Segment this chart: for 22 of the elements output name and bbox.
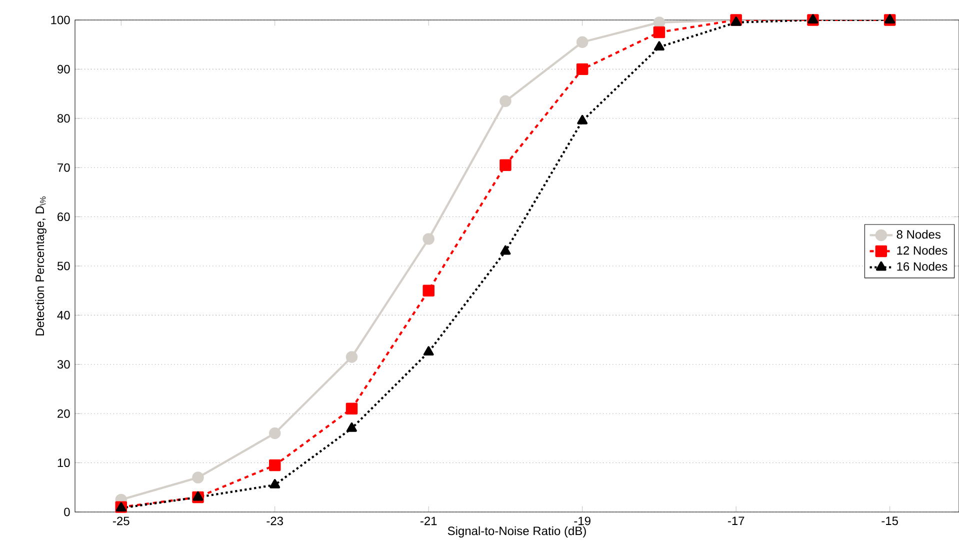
y-tick-label: 90 <box>58 64 70 74</box>
y-tick-label: 40 <box>57 310 70 320</box>
y-tick-label: 0 <box>64 508 70 516</box>
y-tick-label: 60 <box>58 212 70 222</box>
y-tick-label: 20 <box>58 409 70 418</box>
y-tick-label: 50 <box>57 262 70 270</box>
x-tick-label: -17 <box>728 516 744 525</box>
y-tick-label: 80 <box>57 114 70 123</box>
legend-label: 16 Nodes <box>897 262 948 271</box>
y-axis-title: Detection Percentage, D$_{\%}$ <box>35 196 46 336</box>
y-tick-label: 70 <box>58 163 70 172</box>
y-tick-label: 10 <box>58 458 70 468</box>
x-tick-label: -15 <box>882 516 898 526</box>
x-tick-label: -21 <box>420 516 437 526</box>
x-tick-label: -23 <box>266 516 284 526</box>
x-axis-title: Signal-to-Noise Ratio (dB) <box>448 526 586 538</box>
legend-label: 8 Nodes <box>896 230 941 239</box>
legend-label: 12 Nodes <box>897 246 948 255</box>
x-tick-label: -25 <box>113 516 130 526</box>
x-tick-label: -19 <box>574 516 590 526</box>
y-tick-label: 100 <box>51 16 70 24</box>
y-tick-label: 30 <box>57 360 70 369</box>
